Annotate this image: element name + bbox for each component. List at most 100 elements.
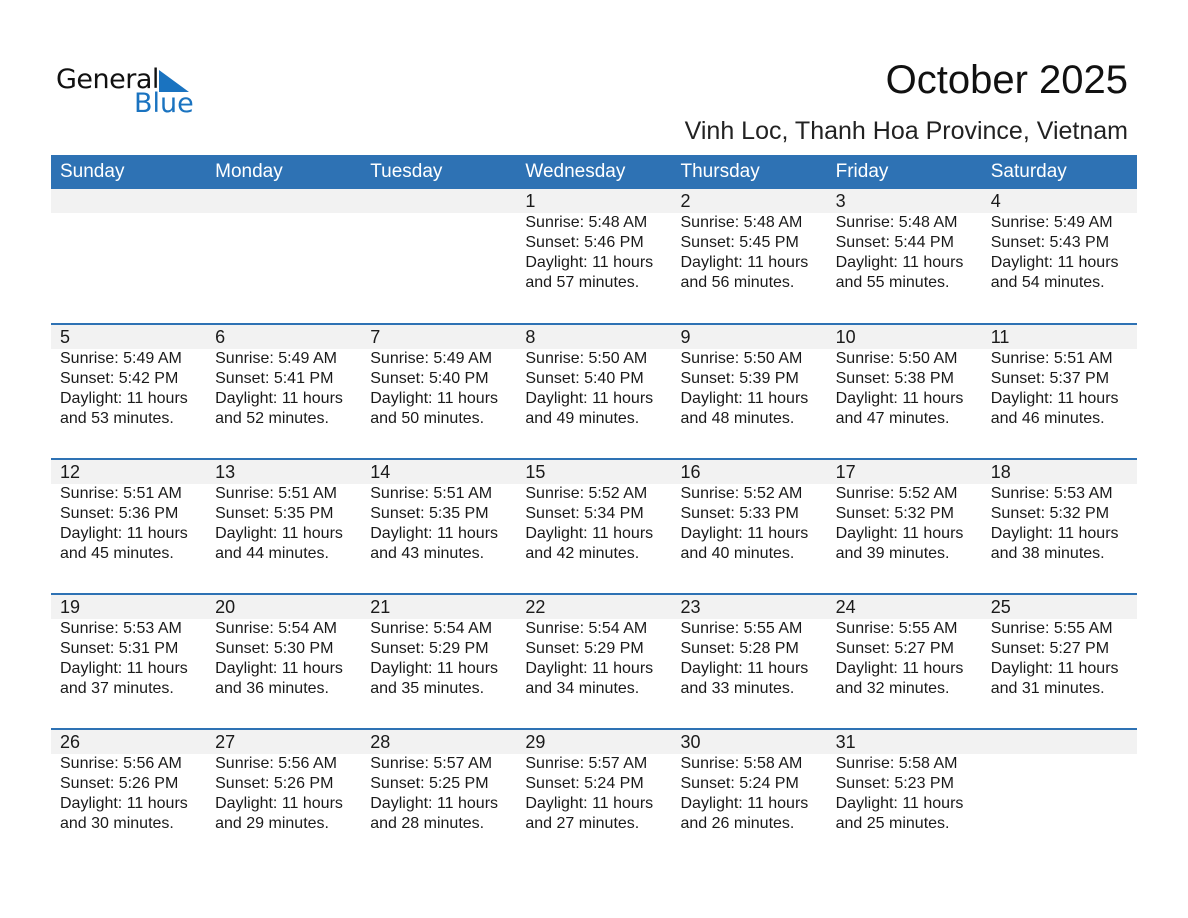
sunrise-time: Sunrise: 5:54 AM: [525, 620, 648, 637]
daylight-duration-cont: and 45 minutes.: [60, 545, 174, 562]
sunset-time: Sunset: 5:44 PM: [835, 234, 954, 251]
daylight-duration: Daylight: 11 hours: [60, 795, 188, 812]
daylight-duration: Daylight: 11 hours: [835, 660, 964, 677]
sunset-time: Sunset: 5:38 PM: [835, 370, 954, 387]
day-number: 18: [990, 462, 1011, 482]
day-cell: 14 Sunrise: 5:51 AM Sunset: 5:35 PM Dayligh…: [361, 460, 516, 593]
daylight-duration: Daylight: 11 hours: [525, 390, 654, 407]
daylight-duration-cont: and 26 minutes.: [680, 815, 795, 832]
day-number: 1: [525, 191, 536, 211]
day-number: 17: [835, 462, 856, 482]
day-cell: 10 Sunrise: 5:50 AM Sunset: 5:38 PM Dayligh…: [827, 325, 982, 458]
daylight-duration-cont: and 33 minutes.: [680, 680, 795, 697]
weekday-tuesday: Tuesday: [370, 161, 443, 182]
week-row: 19 Sunrise: 5:53 AM Sunset: 5:31 PM Dayligh…: [51, 593, 1137, 728]
day-cell: 31 Sunrise: 5:58 AM Sunset: 5:23 PM Dayligh…: [827, 730, 982, 863]
daylight-duration-cont: and 49 minutes.: [525, 410, 640, 427]
day-number: 25: [990, 597, 1011, 617]
week-row: 5 Sunrise: 5:49 AM Sunset: 5:42 PM Daylight…: [51, 323, 1137, 458]
daylight-duration: Daylight: 11 hours: [835, 390, 964, 407]
daylight-duration: Daylight: 11 hours: [835, 525, 964, 542]
sunrise-time: Sunrise: 5:48 AM: [525, 214, 648, 231]
sunset-time: Sunset: 5:24 PM: [680, 775, 799, 792]
daylight-duration-cont: and 37 minutes.: [60, 680, 174, 697]
sunrise-time: Sunrise: 5:53 AM: [60, 620, 182, 637]
sunset-time: Sunset: 5:27 PM: [990, 640, 1110, 657]
daylight-duration-cont: and 43 minutes.: [370, 545, 485, 562]
daylight-duration: Daylight: 11 hours: [215, 795, 343, 812]
sunset-time: Sunset: 5:29 PM: [525, 640, 644, 657]
day-cell: 21 Sunrise: 5:54 AM Sunset: 5:29 PM Dayligh…: [361, 595, 516, 728]
weekday-monday: Monday: [215, 161, 283, 182]
daylight-duration: Daylight: 11 hours: [215, 525, 343, 542]
empty-day-cell: [982, 730, 1137, 863]
day-number: 15: [525, 462, 546, 482]
daylight-duration-cont: and 42 minutes.: [525, 545, 640, 562]
daylight-duration: Daylight: 11 hours: [370, 525, 499, 542]
daylight-duration: Daylight: 11 hours: [680, 525, 809, 542]
daylight-duration: Daylight: 11 hours: [525, 795, 654, 812]
sunrise-time: Sunrise: 5:54 AM: [370, 620, 493, 637]
sunrise-time: Sunrise: 5:56 AM: [215, 755, 337, 772]
day-number: 5: [60, 327, 71, 347]
daylight-duration: Daylight: 11 hours: [680, 660, 809, 677]
sunset-time: Sunset: 5:37 PM: [990, 370, 1110, 387]
daylight-duration-cont: and 52 minutes.: [215, 410, 329, 427]
daylight-duration-cont: and 29 minutes.: [215, 815, 329, 832]
day-cell: 5 Sunrise: 5:49 AM Sunset: 5:42 PM Daylight…: [51, 325, 206, 458]
day-cell: 17 Sunrise: 5:52 AM Sunset: 5:32 PM Dayligh…: [827, 460, 982, 593]
sunrise-time: Sunrise: 5:52 AM: [525, 485, 648, 502]
sunset-time: Sunset: 5:24 PM: [525, 775, 644, 792]
weekday-header: Sunday Monday Tuesday Wednesday Thursday Frid…: [51, 155, 1137, 189]
day-cell: 12 Sunrise: 5:51 AM Sunset: 5:36 PM Dayligh…: [51, 460, 206, 593]
day-number: 6: [215, 327, 226, 347]
day-number: 21: [370, 597, 391, 617]
sunset-time: Sunset: 5:40 PM: [370, 370, 489, 387]
weekday-wednesday: Wednesday: [525, 161, 626, 182]
calendar-grid: Sunday Monday Tuesday Wednesday Thursday Frid…: [51, 155, 1137, 863]
sunset-time: Sunset: 5:26 PM: [215, 775, 334, 792]
day-cell: 2 Sunrise: 5:48 AM Sunset: 5:45 PM Daylight…: [672, 189, 827, 323]
weekday-saturday: Saturday: [990, 161, 1067, 182]
day-cell: 26 Sunrise: 5:56 AM Sunset: 5:26 PM Dayligh…: [51, 730, 206, 863]
daylight-duration: Daylight: 11 hours: [680, 795, 809, 812]
daylight-duration-cont: and 54 minutes.: [990, 274, 1105, 291]
sunset-time: Sunset: 5:35 PM: [370, 505, 489, 522]
daylight-duration: Daylight: 11 hours: [60, 390, 188, 407]
day-cell: 7 Sunrise: 5:49 AM Sunset: 5:40 PM Daylight…: [361, 325, 516, 458]
sunset-time: Sunset: 5:27 PM: [835, 640, 954, 657]
sunrise-time: Sunrise: 5:49 AM: [60, 350, 182, 367]
location-subtitle: Vinh Loc, Thanh Hoa Province, Vietnam: [684, 117, 1128, 145]
weekday-sunday: Sunday: [60, 161, 125, 182]
day-number: 19: [60, 597, 81, 617]
day-number: 16: [680, 462, 701, 482]
day-number: 29: [525, 732, 546, 752]
day-cell: 24 Sunrise: 5:55 AM Sunset: 5:27 PM Dayligh…: [827, 595, 982, 728]
daylight-duration: Daylight: 11 hours: [835, 254, 964, 271]
day-number: 28: [370, 732, 391, 752]
sunset-time: Sunset: 5:30 PM: [215, 640, 334, 657]
daylight-duration-cont: and 30 minutes.: [60, 815, 174, 832]
day-number: 30: [680, 732, 701, 752]
logo-triangle-icon: [159, 70, 189, 92]
daylight-duration-cont: and 28 minutes.: [370, 815, 485, 832]
sunset-time: Sunset: 5:34 PM: [525, 505, 644, 522]
day-cell: 11 Sunrise: 5:51 AM Sunset: 5:37 PM Dayligh…: [982, 325, 1137, 458]
sunrise-time: Sunrise: 5:49 AM: [215, 350, 337, 367]
day-number: 23: [680, 597, 701, 617]
sunset-time: Sunset: 5:46 PM: [525, 234, 644, 251]
daylight-duration-cont: and 40 minutes.: [680, 545, 795, 562]
daylight-duration-cont: and 46 minutes.: [990, 410, 1105, 427]
empty-day-cell: [206, 189, 361, 323]
day-cell: 20 Sunrise: 5:54 AM Sunset: 5:30 PM Dayligh…: [206, 595, 361, 728]
sunrise-time: Sunrise: 5:50 AM: [680, 350, 803, 367]
daylight-duration-cont: and 57 minutes.: [525, 274, 640, 291]
weekday-friday: Friday: [835, 161, 889, 182]
sunset-time: Sunset: 5:25 PM: [370, 775, 489, 792]
day-cell: 25 Sunrise: 5:55 AM Sunset: 5:27 PM Dayligh…: [982, 595, 1137, 728]
sunrise-time: Sunrise: 5:57 AM: [370, 755, 493, 772]
daylight-duration-cont: and 25 minutes.: [835, 815, 950, 832]
day-number: 8: [525, 327, 536, 347]
sunset-time: Sunset: 5:28 PM: [680, 640, 799, 657]
